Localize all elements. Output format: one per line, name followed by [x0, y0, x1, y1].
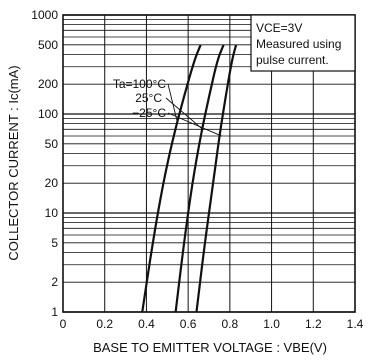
- legend-line-2: Measured using: [256, 37, 341, 51]
- series-line-2: [195, 44, 238, 313]
- legend-box-frame: [250, 14, 356, 72]
- x-tick-label: 0: [60, 317, 67, 331]
- y-tick-label: 2: [51, 275, 58, 289]
- series-leader-1: [165, 97, 204, 130]
- x-tick-label: 0.6: [180, 317, 197, 331]
- series-leader-2: [167, 112, 222, 137]
- curves: [141, 44, 238, 313]
- x-tick-label: 1.4: [347, 317, 364, 331]
- x-tick-label: 0.2: [96, 317, 113, 331]
- plot-frame: [62, 14, 356, 313]
- x-axis-title: BASE TO EMITTER VOLTAGE : VBE(V): [93, 340, 327, 355]
- series-label-0: Ta=100°C: [113, 77, 167, 91]
- legend-box: VCE=3V Measured using pulse current.: [250, 14, 356, 72]
- series-callouts: Ta=100°C25°C−25°C: [113, 77, 222, 137]
- y-tick-label: 10: [45, 206, 59, 220]
- series-line-0: [141, 44, 202, 313]
- y-tick-label: 100: [38, 107, 58, 121]
- series-line-1: [174, 44, 225, 313]
- x-tick-label: 1.2: [305, 317, 322, 331]
- y-tick-label: 1: [51, 305, 58, 319]
- tick-labels: 0 0.2 0.4 0.6 0.8 1.0 1.2 1.4 1 2 5 10 20 50 100 200 500…: [31, 8, 363, 331]
- y-axis-title: COLLECTOR CURRENT : Ic(mA): [6, 65, 21, 260]
- y-tick-label: 1000: [31, 8, 58, 22]
- y-tick-label: 500: [38, 38, 58, 52]
- series-label-2: −25°C: [132, 106, 166, 120]
- series-label-1: 25°C: [135, 91, 162, 105]
- legend-line-3: pulse current.: [256, 53, 329, 67]
- y-tick-label: 5: [51, 236, 58, 250]
- y-tick-label: 50: [45, 137, 59, 151]
- x-tick-label: 1.0: [263, 317, 280, 331]
- y-tick-label: 20: [45, 176, 59, 190]
- x-tick-label: 0.4: [138, 317, 155, 331]
- x-tick-label: 0.8: [222, 317, 239, 331]
- y-tick-label: 200: [38, 77, 58, 91]
- legend-line-1: VCE=3V: [256, 21, 302, 35]
